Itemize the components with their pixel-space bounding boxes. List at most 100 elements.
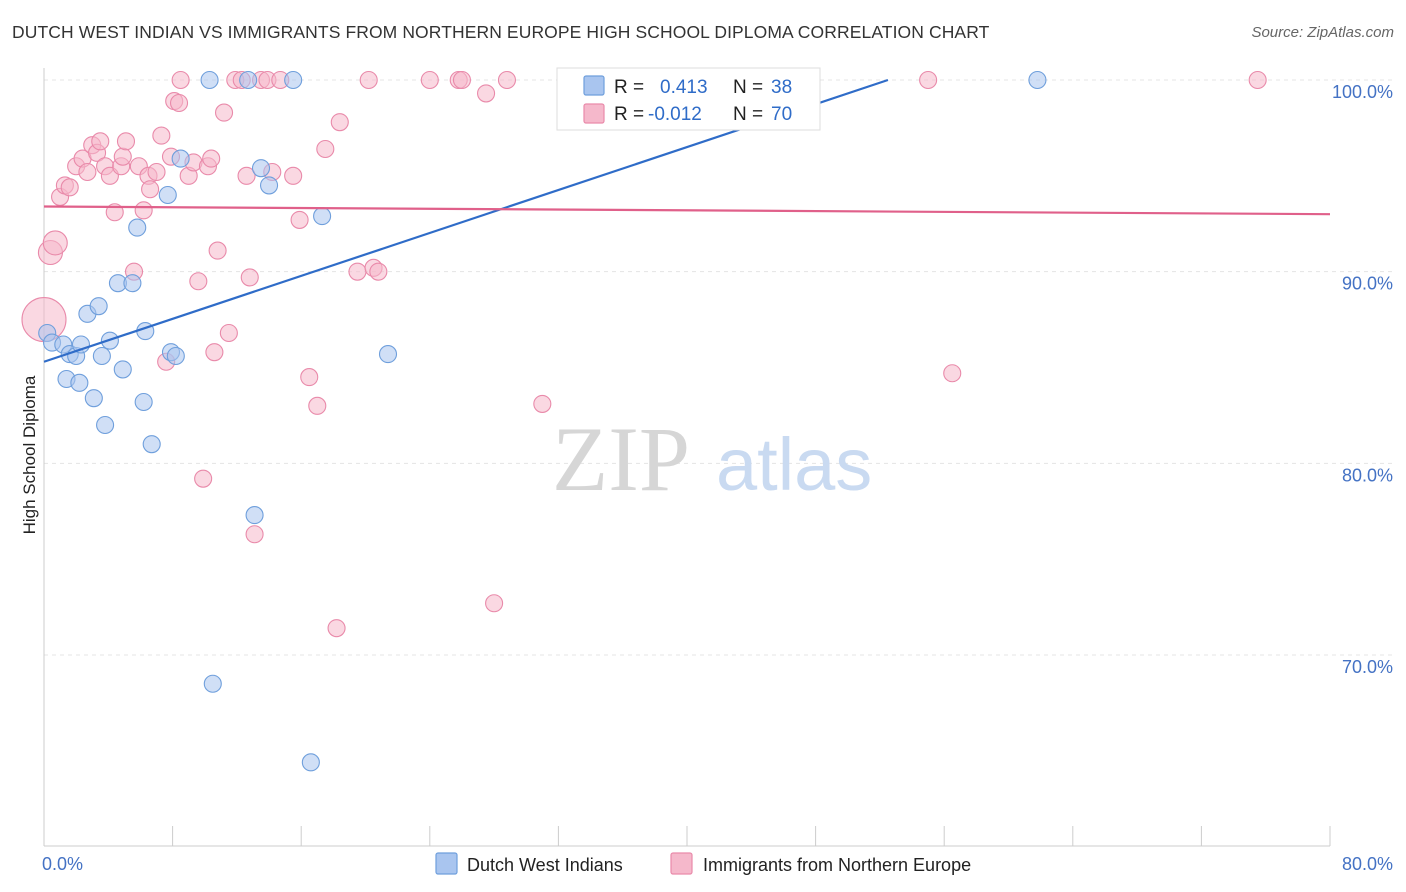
- data-point: [245, 525, 264, 544]
- data-point: [330, 113, 349, 132]
- data-point: [301, 753, 320, 772]
- grid-lines: [44, 79, 1393, 656]
- data-point: [348, 262, 367, 281]
- data-point: [134, 201, 153, 220]
- data-point: [171, 149, 190, 168]
- y-axis-label: High School Diploma: [20, 375, 39, 534]
- y-tick-label: 90.0%: [1342, 274, 1393, 294]
- legend-n-label-1: N =: [733, 77, 763, 98]
- stats-legend: R = 0.413 N = 38 R = -0.012 N = 70: [556, 67, 821, 131]
- series-legend: Dutch West Indians Immigrants from North…: [435, 852, 971, 875]
- watermark: ZIP atlas: [552, 408, 872, 510]
- data-point: [142, 435, 161, 454]
- data-point: [113, 147, 132, 166]
- data-point: [205, 343, 224, 362]
- data-point: [919, 70, 938, 90]
- data-point: [316, 139, 335, 159]
- data-point: [1248, 70, 1267, 90]
- legend-r-label-2: R =: [614, 104, 644, 125]
- x-tick-label-max: 80.0%: [1342, 854, 1393, 874]
- data-point: [497, 70, 517, 90]
- y-tick-label: 100.0%: [1332, 82, 1393, 102]
- data-point: [240, 268, 259, 287]
- data-point: [200, 70, 219, 90]
- source-label: Source: ZipAtlas.com: [1251, 24, 1394, 41]
- data-point: [203, 674, 222, 693]
- data-point: [202, 149, 221, 168]
- bottom-legend-swatch-blue: [435, 852, 458, 875]
- data-point: [128, 218, 147, 237]
- data-point: [245, 506, 264, 525]
- x-tick-label-min: 0.0%: [42, 854, 83, 874]
- data-point: [284, 166, 303, 185]
- data-point: [943, 364, 962, 383]
- legend-swatch-blue: [583, 75, 605, 96]
- chart-title: DUTCH WEST INDIAN VS IMMIGRANTS FROM NOR…: [12, 22, 990, 42]
- legend-n-value-1: 38: [771, 77, 792, 98]
- data-point: [89, 297, 108, 316]
- data-point: [369, 262, 388, 281]
- data-point: [378, 345, 398, 364]
- legend-r-label-1: R =: [614, 77, 644, 98]
- data-point: [158, 185, 177, 205]
- data-point: [239, 70, 258, 90]
- data-point: [84, 389, 103, 408]
- data-point: [70, 373, 89, 392]
- watermark-atlas: atlas: [716, 423, 872, 506]
- data-point: [485, 594, 504, 613]
- data-point: [91, 132, 110, 151]
- data-point: [359, 70, 378, 90]
- bottom-legend-label-dutch-west-indians: Dutch West Indians: [467, 855, 623, 875]
- data-point: [189, 272, 208, 291]
- legend-r-value-2: -0.012: [648, 104, 702, 125]
- legend-n-value-2: 70: [771, 104, 792, 125]
- data-point: [134, 392, 153, 412]
- legend-r-value-1: 0.413: [660, 77, 708, 98]
- data-point: [313, 207, 332, 226]
- data-point: [116, 132, 136, 151]
- data-point: [237, 166, 256, 185]
- data-point: [147, 162, 166, 182]
- data-point: [251, 159, 271, 178]
- data-point: [169, 93, 189, 113]
- trend-line-immigrants-northern-europe: [43, 205, 1331, 216]
- legend-n-label-2: N =: [733, 104, 763, 125]
- data-point: [300, 368, 319, 387]
- bottom-legend-label-immigrants-northern-europe: Immigrants from Northern Europe: [703, 855, 971, 875]
- data-point: [194, 469, 213, 488]
- data-point: [60, 178, 79, 197]
- series-immigrants-northern-europe-points: [21, 70, 1267, 638]
- data-point: [214, 103, 234, 122]
- y-tick-label: 70.0%: [1342, 657, 1393, 677]
- data-point: [208, 241, 227, 260]
- data-point: [123, 274, 142, 293]
- x-axis-ticks: [43, 826, 1331, 846]
- data-point: [166, 346, 185, 366]
- data-point: [96, 415, 115, 435]
- data-point: [327, 619, 346, 638]
- data-point: [259, 176, 279, 195]
- data-point: [290, 210, 309, 229]
- watermark-zip: ZIP: [552, 408, 690, 510]
- data-point: [92, 346, 111, 366]
- data-point: [78, 162, 97, 182]
- y-axis-tick-labels: 70.0% 80.0% 90.0% 100.0%: [1332, 82, 1393, 677]
- legend-swatch-pink: [583, 103, 605, 124]
- data-point: [42, 230, 68, 256]
- bottom-legend-swatch-pink: [670, 852, 693, 875]
- data-point: [171, 70, 190, 90]
- data-point: [477, 84, 496, 103]
- data-point: [152, 126, 171, 145]
- data-point: [452, 70, 472, 90]
- data-point: [420, 70, 439, 90]
- data-point: [533, 394, 552, 413]
- y-tick-label: 80.0%: [1342, 465, 1393, 485]
- data-point: [141, 180, 160, 199]
- data-point: [113, 360, 132, 379]
- data-point: [219, 323, 238, 343]
- data-point: [284, 70, 303, 90]
- data-point: [1028, 70, 1047, 90]
- data-point: [308, 396, 327, 415]
